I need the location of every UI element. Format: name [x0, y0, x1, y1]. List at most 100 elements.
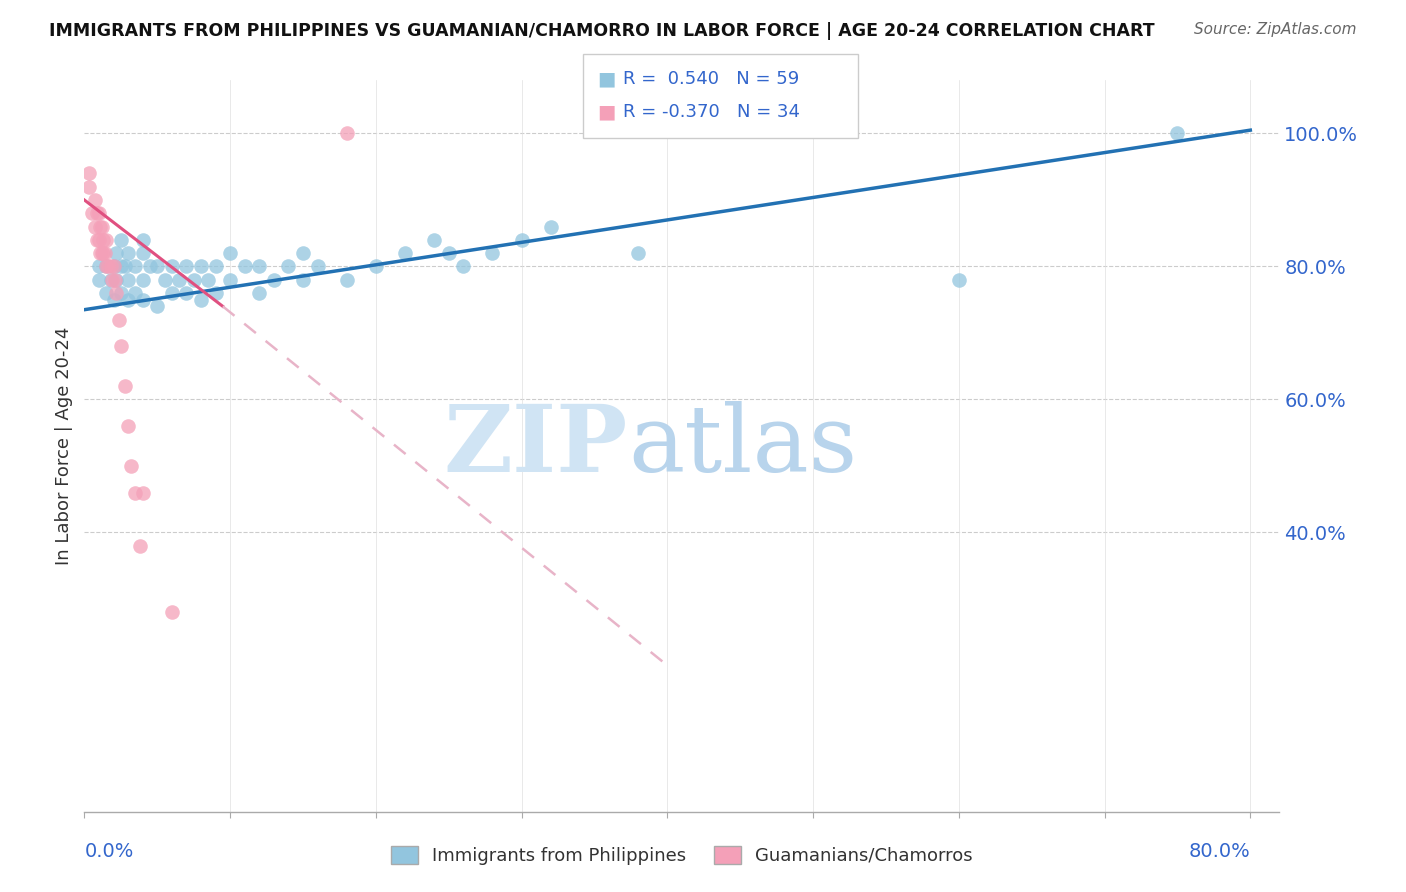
- Point: [83, 219, 105, 234]
- Point: [160, 286, 183, 301]
- Point: [481, 246, 503, 260]
- Point: [94, 246, 117, 260]
- Point: [131, 246, 153, 260]
- Point: [86, 233, 108, 247]
- Point: [124, 485, 146, 500]
- Point: [105, 246, 128, 260]
- Point: [77, 166, 100, 180]
- Point: [104, 273, 127, 287]
- Point: [89, 246, 111, 260]
- Point: [91, 233, 114, 247]
- Point: [86, 206, 108, 220]
- Point: [100, 273, 122, 287]
- Text: ZIP: ZIP: [444, 401, 628, 491]
- Point: [453, 260, 475, 274]
- Point: [110, 339, 132, 353]
- Point: [117, 273, 139, 287]
- Point: [101, 273, 124, 287]
- Point: [124, 286, 146, 301]
- Point: [176, 286, 198, 301]
- Text: atlas: atlas: [628, 401, 858, 491]
- Point: [96, 286, 118, 301]
- Point: [336, 273, 359, 287]
- Point: [131, 233, 153, 247]
- Point: [336, 127, 359, 141]
- Point: [540, 219, 562, 234]
- Point: [160, 260, 183, 274]
- Point: [100, 260, 122, 274]
- Point: [204, 286, 226, 301]
- Point: [627, 246, 650, 260]
- Point: [103, 260, 125, 274]
- Text: R = -0.370   N = 34: R = -0.370 N = 34: [623, 103, 800, 120]
- Point: [117, 293, 139, 307]
- Point: [277, 260, 299, 274]
- Point: [197, 273, 219, 287]
- Point: [117, 419, 139, 434]
- Point: [153, 273, 176, 287]
- Point: [105, 273, 128, 287]
- Point: [89, 219, 111, 234]
- Text: 0.0%: 0.0%: [84, 842, 134, 861]
- Point: [90, 246, 112, 260]
- Point: [87, 233, 110, 247]
- Point: [110, 260, 132, 274]
- Text: IMMIGRANTS FROM PHILIPPINES VS GUAMANIAN/CHAMORRO IN LABOR FORCE | AGE 20-24 COR: IMMIGRANTS FROM PHILIPPINES VS GUAMANIAN…: [49, 22, 1154, 40]
- Point: [97, 260, 120, 274]
- Point: [263, 273, 285, 287]
- Point: [394, 246, 416, 260]
- Point: [190, 293, 212, 307]
- Point: [120, 458, 142, 473]
- Point: [146, 260, 169, 274]
- Point: [437, 246, 460, 260]
- Point: [77, 179, 100, 194]
- Point: [114, 260, 136, 274]
- Point: [364, 260, 387, 274]
- Text: ■: ■: [598, 103, 616, 121]
- Point: [83, 193, 105, 207]
- Point: [510, 233, 533, 247]
- Legend: Immigrants from Philippines, Guamanians/Chamorros: Immigrants from Philippines, Guamanians/…: [384, 838, 980, 872]
- Point: [108, 312, 131, 326]
- Point: [124, 260, 146, 274]
- Y-axis label: In Labor Force | Age 20-24: In Labor Force | Age 20-24: [55, 326, 73, 566]
- Point: [291, 273, 314, 287]
- Point: [131, 293, 153, 307]
- Text: 80.0%: 80.0%: [1188, 842, 1250, 861]
- Text: R =  0.540   N = 59: R = 0.540 N = 59: [623, 70, 799, 87]
- Point: [91, 246, 114, 260]
- Point: [291, 246, 314, 260]
- Point: [190, 260, 212, 274]
- Point: [160, 605, 183, 619]
- Point: [219, 246, 242, 260]
- Point: [87, 206, 110, 220]
- Point: [176, 260, 198, 274]
- Point: [80, 206, 103, 220]
- Point: [307, 260, 329, 274]
- Point: [167, 273, 190, 287]
- Point: [204, 260, 226, 274]
- Point: [219, 273, 242, 287]
- Point: [87, 273, 110, 287]
- Point: [1166, 127, 1188, 141]
- Point: [131, 273, 153, 287]
- Point: [87, 260, 110, 274]
- Point: [110, 286, 132, 301]
- Point: [117, 246, 139, 260]
- Point: [103, 260, 125, 274]
- Point: [96, 260, 118, 274]
- Point: [96, 233, 118, 247]
- Point: [423, 233, 446, 247]
- Point: [233, 260, 256, 274]
- Point: [139, 260, 162, 274]
- Text: Source: ZipAtlas.com: Source: ZipAtlas.com: [1194, 22, 1357, 37]
- Point: [183, 273, 205, 287]
- Point: [128, 539, 150, 553]
- Point: [105, 286, 128, 301]
- Point: [131, 485, 153, 500]
- Point: [146, 299, 169, 313]
- Point: [96, 260, 118, 274]
- Point: [103, 293, 125, 307]
- Point: [110, 233, 132, 247]
- Point: [90, 219, 112, 234]
